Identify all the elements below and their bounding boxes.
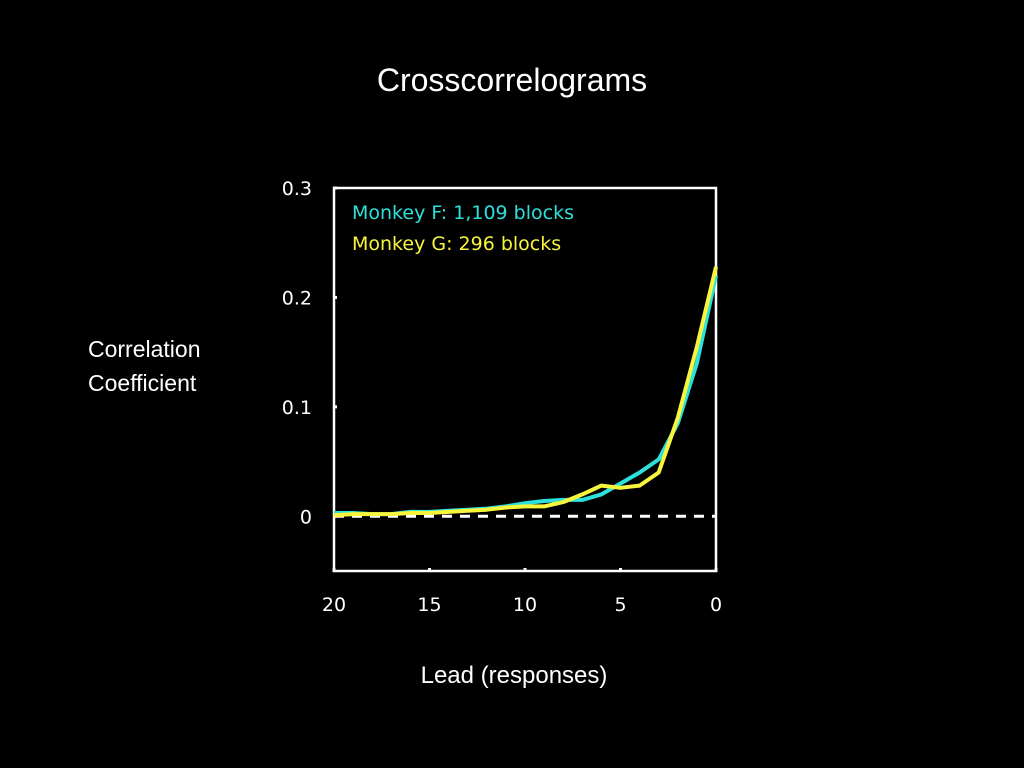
legend: Monkey F: 1,109 blocks Monkey G: 296 bloc… — [352, 202, 574, 255]
y-axis-label-line-1: Correlation — [88, 336, 201, 362]
slide-title: Crosscorrelograms — [376, 62, 648, 98]
x-tick-label: 5 — [614, 594, 626, 616]
series-line — [333, 266, 718, 518]
axis-ticks: 20 15 10 5 0 0 0.1 0.2 0.3 — [282, 178, 722, 616]
x-tick-label: 0 — [710, 594, 722, 616]
y-axis-label-line-2: Coefficient — [88, 370, 197, 396]
x-axis-label: Lead (responses) — [420, 662, 608, 689]
series-lines — [333, 266, 718, 518]
x-tick-label: 15 — [417, 594, 441, 616]
x-tick-label: 10 — [513, 594, 537, 616]
y-axis-label: Correlation Coefficient — [88, 332, 201, 400]
y-tick-label: 0 — [300, 506, 312, 528]
y-tick-label: 0.1 — [282, 397, 312, 419]
legend-entry: Monkey G: 296 blocks — [352, 233, 561, 255]
legend-entry: Monkey F: 1,109 blocks — [352, 202, 574, 224]
y-tick-label: 0.2 — [282, 287, 312, 309]
x-tick-label: 20 — [322, 594, 346, 616]
series-line — [334, 275, 718, 517]
y-tick-label: 0.3 — [282, 178, 312, 200]
